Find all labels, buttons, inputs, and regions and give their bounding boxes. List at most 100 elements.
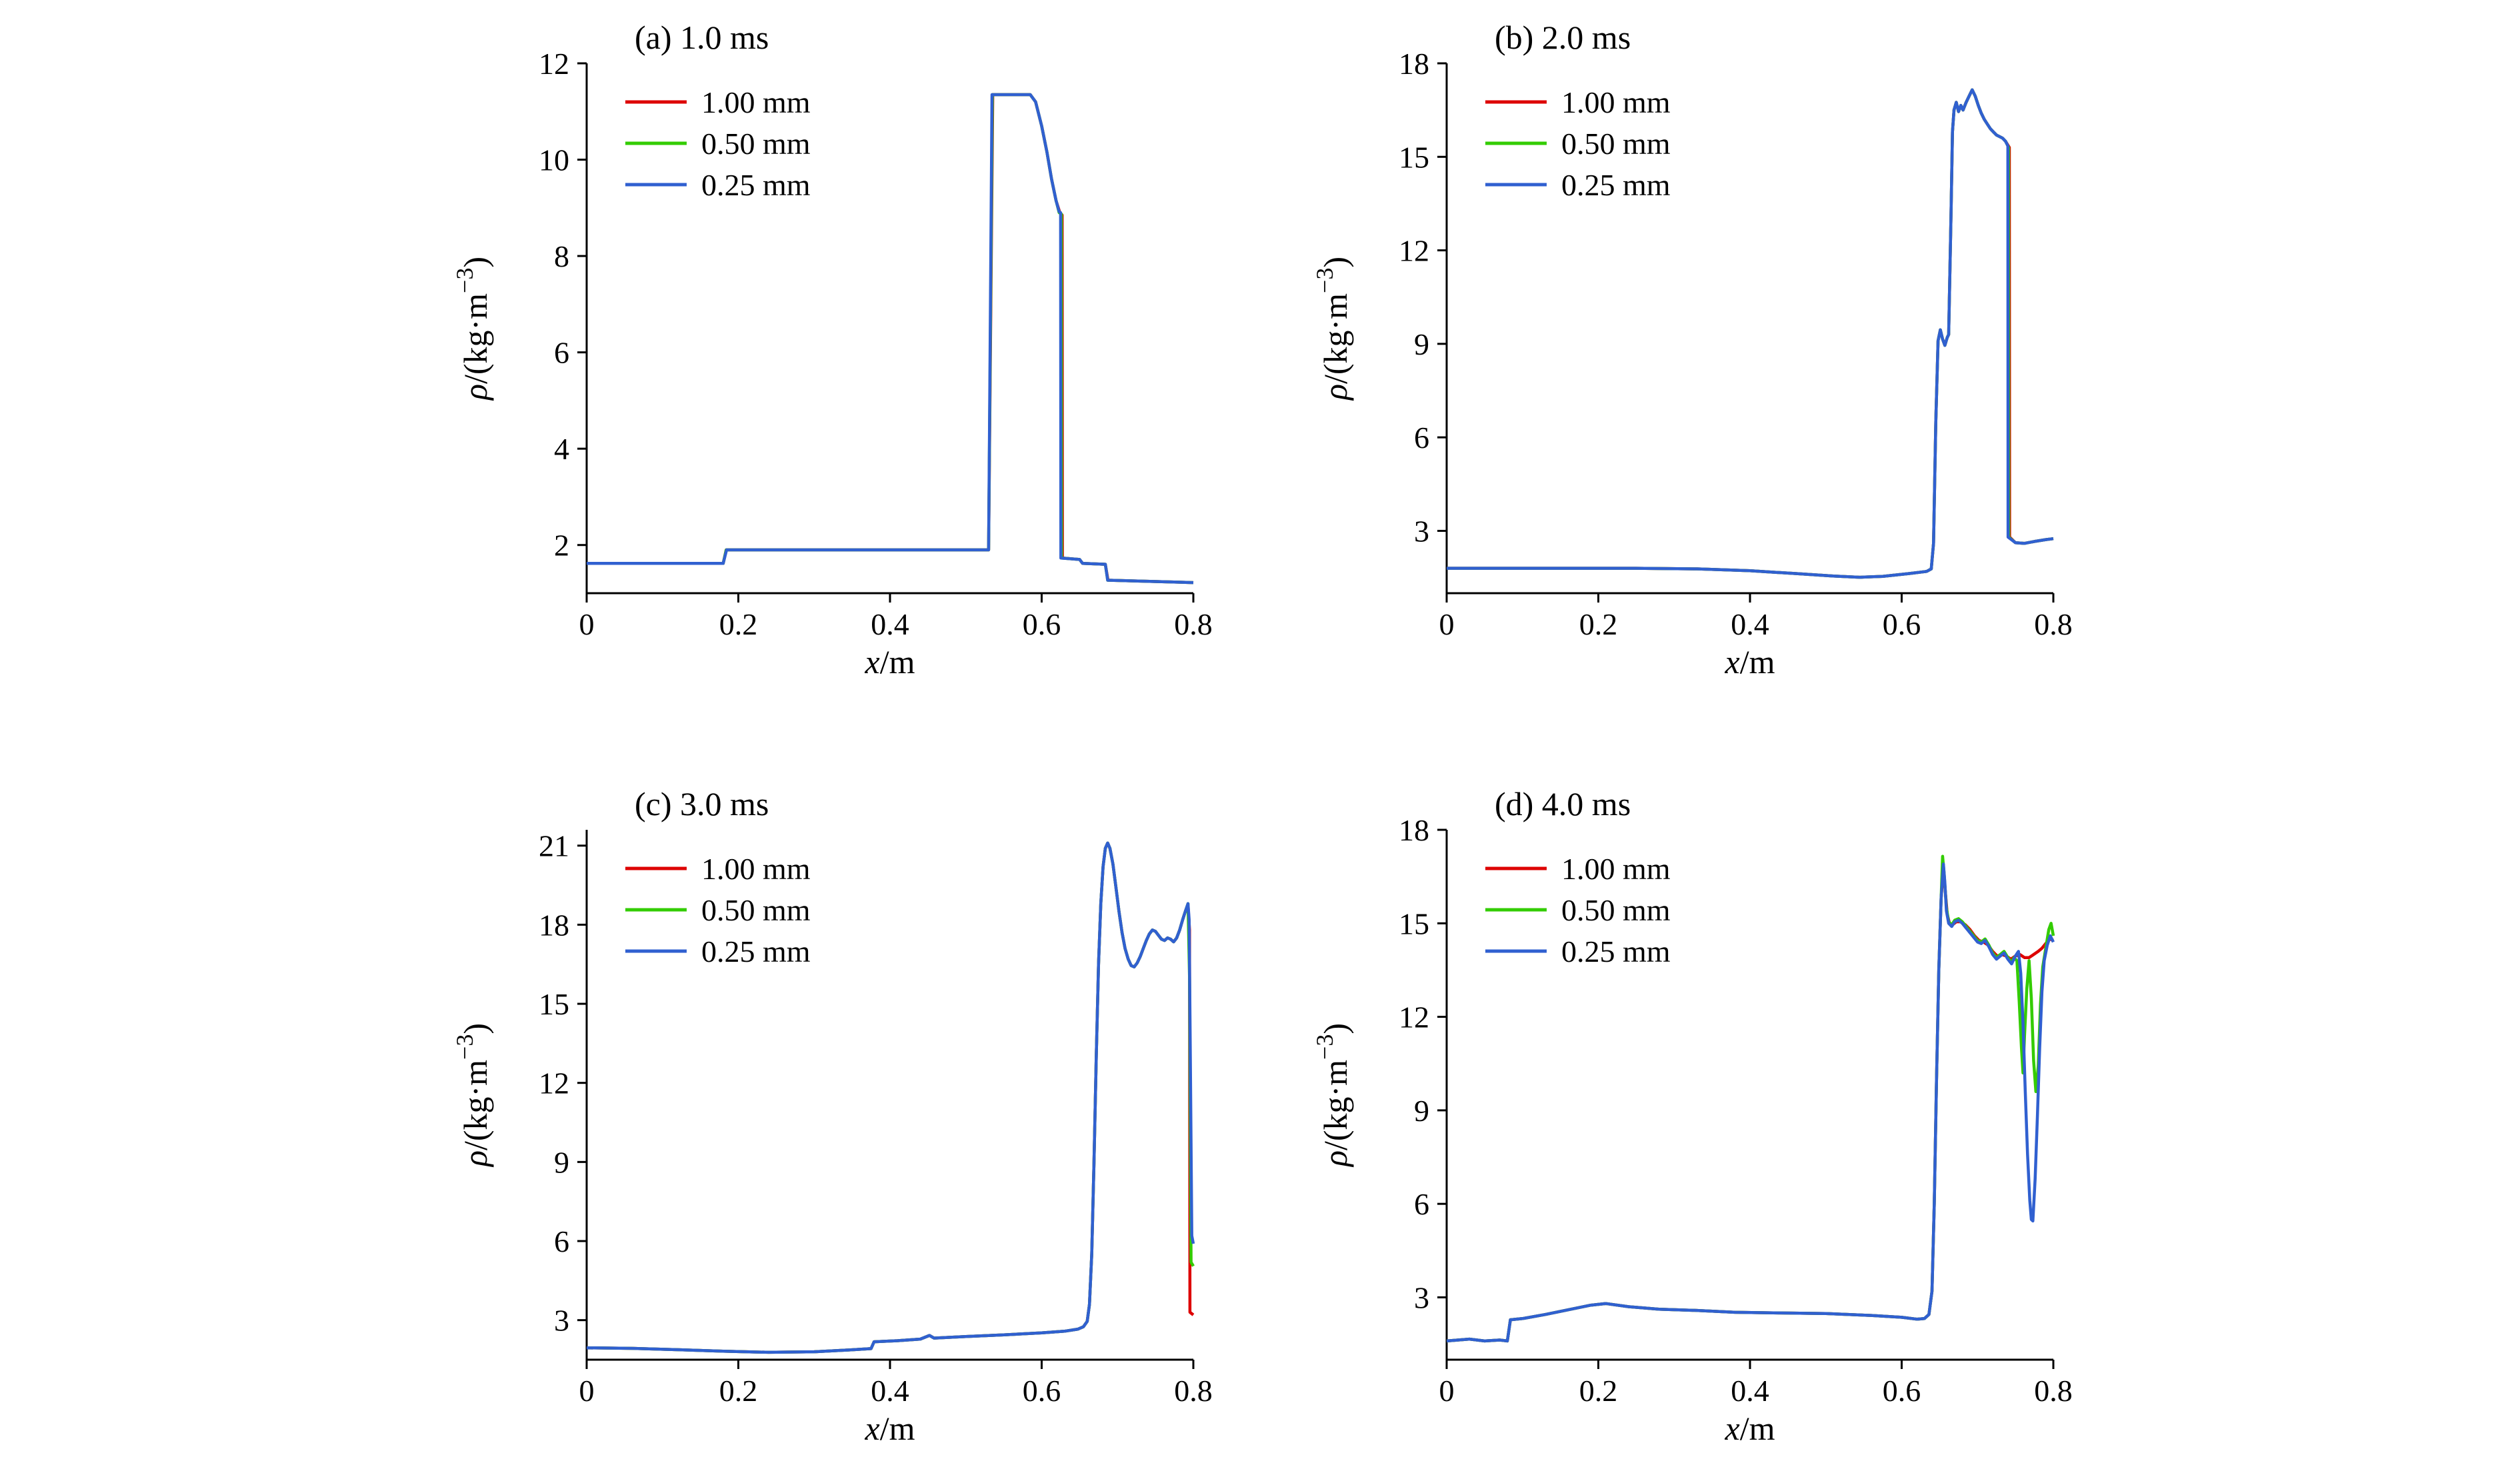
label-part: /m xyxy=(880,1410,915,1447)
y-tick-label: 8 xyxy=(554,239,569,273)
legend-label: 1.00 mm xyxy=(1561,85,1671,119)
label-part: ) xyxy=(457,257,494,268)
series-line-0.50-mm xyxy=(587,93,1194,585)
y-axis-label: ρ/(kg·m−3) xyxy=(1311,257,1354,401)
y-tick-label: 12 xyxy=(539,47,569,81)
y-axis-label: ρ/(kg·m−3) xyxy=(451,257,494,401)
x-tick-label: 0.4 xyxy=(1731,607,1769,641)
label-part: ) xyxy=(1317,1023,1354,1034)
series-line-0.25-mm xyxy=(1446,862,2055,1343)
series-line-0.25-mm xyxy=(586,841,1195,1354)
y-tick-label: 3 xyxy=(1414,514,1429,548)
label-part: x xyxy=(865,643,880,681)
x-tick-label: 0 xyxy=(579,607,595,641)
x-tick-label: 0.4 xyxy=(871,607,909,641)
series-line-1.00-mm xyxy=(586,841,1195,1354)
series-line-0.25-mm xyxy=(1447,88,2054,579)
label-part: x xyxy=(865,1410,880,1447)
x-axis-label: x/m xyxy=(1725,643,1775,681)
legend-item-0.50-mm: 0.50 mm xyxy=(625,127,811,161)
x-axis-label: x/m xyxy=(865,1410,915,1447)
y-axis-label: ρ/(kg·m−3) xyxy=(451,1023,494,1168)
label-part: ρ xyxy=(457,384,494,401)
x-tick-label: 0.2 xyxy=(1579,1374,1618,1408)
label-part: /(kg·m xyxy=(1317,293,1354,384)
x-tick-label: 0 xyxy=(1439,1374,1455,1408)
y-tick-label: 9 xyxy=(1414,1094,1429,1128)
legend-label: 0.25 mm xyxy=(701,168,811,202)
x-tick-label: 0.2 xyxy=(719,1374,758,1408)
y-tick-label: 6 xyxy=(1414,421,1429,455)
legend-item-0.25-mm: 0.25 mm xyxy=(625,934,811,968)
y-tick-label: 18 xyxy=(1399,813,1429,847)
label-part: −3 xyxy=(1311,268,1338,293)
legend-label: 1.00 mm xyxy=(701,85,811,119)
y-tick-label: 21 xyxy=(539,829,569,863)
x-tick-label: 0.8 xyxy=(2034,1374,2073,1408)
legend-label: 0.25 mm xyxy=(701,934,811,968)
x-axis-label: x/m xyxy=(1725,1410,1775,1447)
label-part: ) xyxy=(1317,257,1354,268)
x-tick-label: 0.4 xyxy=(871,1374,909,1408)
legend-label: 0.25 mm xyxy=(1561,168,1671,202)
legend-label: 1.00 mm xyxy=(701,852,811,886)
series-line-0.50-mm xyxy=(1447,88,2054,579)
legend-item-0.25-mm: 0.25 mm xyxy=(1485,934,1671,968)
legend-label: 0.50 mm xyxy=(1561,127,1671,161)
legend-item-0.50-mm: 0.50 mm xyxy=(1485,893,1671,927)
x-axis-label: x/m xyxy=(865,643,915,681)
y-tick-label: 2 xyxy=(554,529,569,563)
label-part: −3 xyxy=(451,268,478,293)
legend: 1.00 mm 0.50 mm 0.25 mm xyxy=(625,852,811,968)
legend-item-0.50-mm: 0.50 mm xyxy=(625,893,811,927)
label-part: /m xyxy=(1740,1410,1775,1447)
x-tick-label: 0.2 xyxy=(1579,607,1618,641)
x-tick-label: 0.2 xyxy=(719,607,758,641)
y-tick-label: 3 xyxy=(554,1304,569,1338)
y-tick-label: 3 xyxy=(1414,1280,1429,1314)
chart-title-d: (d) 4.0 ms xyxy=(1495,785,1631,822)
chart-panel-a: 0 0.2 0.4 0.6 0.8 2 4 6 8 10 12 x/m ρ/(kg·m−3) (a) 1.… xyxy=(451,19,1213,681)
legend-item-0.25-mm: 0.25 mm xyxy=(1485,168,1671,202)
label-part: /(kg·m xyxy=(457,1060,494,1150)
y-axis-label: ρ/(kg·m−3) xyxy=(1311,1023,1354,1168)
chart-title-b: (b) 2.0 ms xyxy=(1495,19,1631,56)
legend-item-1.00-mm: 1.00 mm xyxy=(625,85,811,119)
y-tick-label: 12 xyxy=(539,1066,569,1100)
y-tick-label: 12 xyxy=(1399,234,1429,268)
label-part: −3 xyxy=(1311,1034,1338,1060)
y-tick-label: 12 xyxy=(1399,1000,1429,1034)
label-part: /m xyxy=(1740,643,1775,681)
chart-panel-b: 0 0.2 0.4 0.6 0.8 3 6 9 12 15 18 x/m ρ/(kg·m−3) (b) 2… xyxy=(1311,19,2073,681)
series-line-0.25-mm xyxy=(587,93,1194,585)
label-part: x xyxy=(1725,643,1740,681)
label-part: x xyxy=(1725,1410,1740,1447)
label-part: ρ xyxy=(1317,1150,1354,1168)
chart-title-a: (a) 1.0 ms xyxy=(635,19,769,56)
y-tick-label: 9 xyxy=(554,1145,569,1179)
legend-label: 0.50 mm xyxy=(1561,893,1671,927)
legend-item-1.00-mm: 1.00 mm xyxy=(1485,85,1671,119)
y-tick-label: 15 xyxy=(1399,140,1429,174)
label-part: /(kg·m xyxy=(457,293,494,384)
label-part: /(kg·m xyxy=(1317,1060,1354,1150)
x-tick-label: 0.8 xyxy=(1174,607,1213,641)
legend-item-0.25-mm: 0.25 mm xyxy=(625,168,811,202)
chart-panel-d: 0 0.2 0.4 0.6 0.8 3 6 9 12 15 18 x/m ρ/(kg·m−3) (d) 4… xyxy=(1311,785,2073,1447)
series-line-1.00-mm xyxy=(1446,865,2054,1343)
series-line-1.00-mm xyxy=(1447,88,2054,579)
legend-label: 0.50 mm xyxy=(701,127,811,161)
chart-panel-c: 0 0.2 0.4 0.6 0.8 3 6 9 12 15 18 21 x/m ρ/(kg·m−3) (c)… xyxy=(451,785,1213,1447)
series-line-0.50-mm xyxy=(1446,854,2055,1343)
chart-title-c: (c) 3.0 ms xyxy=(635,785,769,822)
y-tick-label: 18 xyxy=(539,908,569,942)
series-line-1.00-mm xyxy=(587,93,1194,585)
label-part: ρ xyxy=(457,1150,494,1168)
x-tick-label: 0.6 xyxy=(1023,607,1061,641)
series-line-0.50-mm xyxy=(586,841,1195,1354)
label-part: ρ xyxy=(1317,384,1354,401)
y-tick-label: 4 xyxy=(554,432,569,466)
legend: 1.00 mm 0.50 mm 0.25 mm xyxy=(1485,852,1671,968)
